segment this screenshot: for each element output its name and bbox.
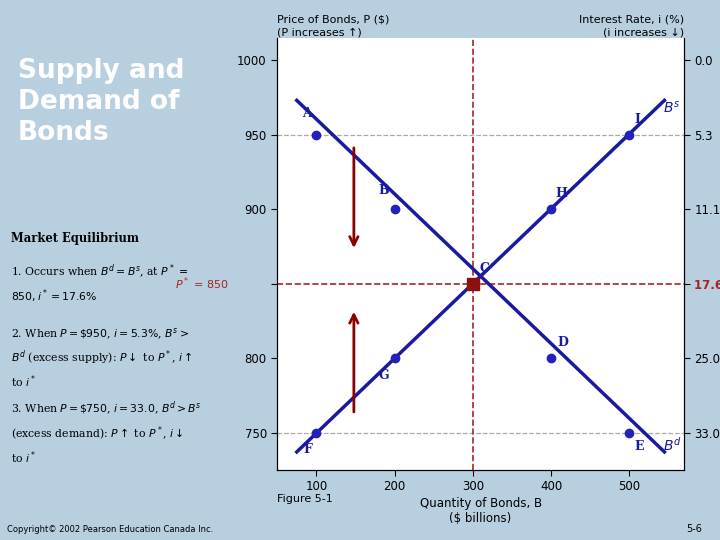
Text: $B^s$: $B^s$ bbox=[663, 100, 680, 116]
Text: $B^d$: $B^d$ bbox=[663, 436, 682, 454]
Text: C: C bbox=[479, 262, 489, 275]
Text: (i increases ↓): (i increases ↓) bbox=[603, 28, 684, 38]
Text: F: F bbox=[304, 443, 312, 456]
Text: E: E bbox=[634, 441, 644, 454]
Text: Copyright© 2002 Pearson Education Canada Inc.: Copyright© 2002 Pearson Education Canada… bbox=[7, 524, 213, 534]
Text: Supply and
Demand of
Bonds: Supply and Demand of Bonds bbox=[17, 58, 184, 146]
Text: B: B bbox=[379, 184, 390, 197]
Text: 5-6: 5-6 bbox=[686, 523, 702, 534]
Text: (P increases ↑): (P increases ↑) bbox=[277, 28, 362, 38]
Text: 3. When $P = \$750$, $i = 33.0$, $B^d > B^s$
(excess demand): $P \uparrow$ to $P: 3. When $P = \$750$, $i = 33.0$, $B^d > … bbox=[11, 400, 202, 467]
Text: I: I bbox=[634, 113, 640, 126]
Text: Price of Bonds, P ($): Price of Bonds, P ($) bbox=[277, 15, 390, 25]
Text: A: A bbox=[302, 107, 312, 120]
Text: H: H bbox=[556, 187, 567, 200]
Text: Figure 5-1: Figure 5-1 bbox=[277, 494, 333, 504]
X-axis label: Quantity of Bonds, B
($ billions): Quantity of Bonds, B ($ billions) bbox=[420, 497, 541, 525]
Text: $P^*$ = 850: $P^*$ = 850 bbox=[175, 275, 229, 292]
Text: 2. When $P = \$950$, $i = 5.3\%$, $B^s >$
$B^d$ (excess supply): $P \downarrow$ : 2. When $P = \$950$, $i = 5.3\%$, $B^s >… bbox=[11, 326, 192, 390]
Text: D: D bbox=[557, 336, 568, 349]
Text: Market Equilibrium: Market Equilibrium bbox=[11, 232, 139, 245]
Text: G: G bbox=[379, 369, 390, 382]
Text: Interest Rate, i (%): Interest Rate, i (%) bbox=[579, 15, 684, 25]
Text: 1. Occurs when $B^d = B^s$, at $P^*$ =
$850, i^* = 17.6\%$: 1. Occurs when $B^d = B^s$, at $P^*$ = $… bbox=[11, 262, 189, 305]
